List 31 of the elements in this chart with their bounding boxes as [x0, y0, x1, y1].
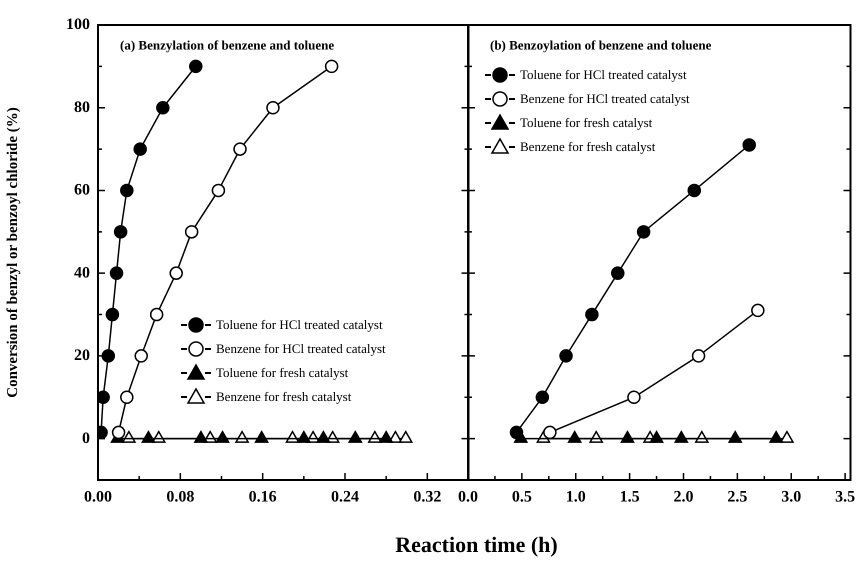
legend-label: Toluene for HCl treated catalyst	[520, 66, 687, 84]
x-tick-label: 1.0	[566, 488, 586, 506]
x-axis-title: Reaction time (h)	[394, 532, 559, 558]
legend-label: Benzene for HCl treated catalyst	[216, 340, 386, 358]
legend-label: Benzene for fresh catalyst	[520, 138, 656, 156]
y-tick-label: 80	[74, 98, 90, 116]
x-tick-label: 3.0	[781, 488, 802, 506]
x-tick-label: 0.08	[166, 488, 194, 506]
x-tick-label: 1.5	[620, 488, 640, 506]
legend-label: Toluene for fresh catalyst	[520, 114, 652, 132]
y-tick-label: 0	[82, 430, 90, 447]
x-tick-label: 2.0	[673, 488, 694, 506]
legend-label: Toluene for HCl treated catalyst	[216, 316, 383, 334]
y-tick-label: 20	[74, 347, 90, 364]
y-axis-title: Conversion of benzyl or benzoyl chloride (%)	[4, 107, 21, 398]
x-tick-label: 0.16	[248, 488, 277, 506]
y-tick-label: 100	[66, 16, 90, 34]
text: (b) Benzoylation of benzene and toluene	[490, 37, 712, 52]
y-tick-label: 60	[74, 182, 90, 199]
text: (a) Benzylation of benzene and toluene	[120, 37, 334, 52]
x-tick-label: 0.00	[84, 488, 112, 506]
x-tick-label: 3.5	[835, 488, 856, 506]
legend-label: Benzene for fresh catalyst	[216, 388, 352, 406]
x-tick-label: 0.5	[512, 488, 532, 506]
x-tick-label: 0.24	[331, 488, 359, 506]
x-tick-label: 0.32	[413, 488, 442, 506]
x-tick-label: 2.5	[727, 488, 748, 506]
x-tick-label: 0.0	[458, 488, 478, 506]
legend-label: Toluene for fresh catalyst	[216, 364, 348, 382]
y-tick-label: 40	[74, 264, 90, 282]
legend-label: Benzene for HCl treated catalyst	[520, 90, 690, 108]
